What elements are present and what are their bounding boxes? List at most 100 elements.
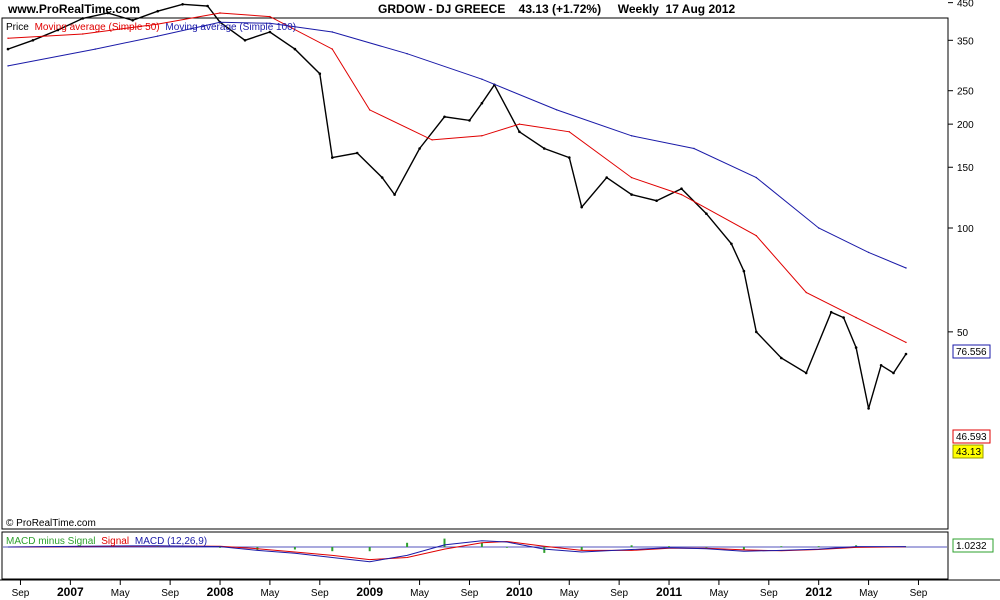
y-tick-label: 150 xyxy=(957,163,974,174)
data-point-price xyxy=(842,316,845,319)
data-point-ma50 xyxy=(630,176,633,179)
data-point-price xyxy=(854,346,858,349)
legend-ma50: Moving average (Simple 50) xyxy=(35,22,160,33)
data-point-price xyxy=(6,47,10,51)
x-tick-label: Sep xyxy=(12,588,30,599)
macd-value: 1.0232 xyxy=(956,541,987,552)
data-point-ma50 xyxy=(905,341,907,344)
data-point-ma100 xyxy=(269,22,271,24)
data-point-ma50 xyxy=(269,15,271,18)
x-tick-label: 2008 xyxy=(207,585,234,599)
data-point-price xyxy=(56,28,60,32)
watermark: © ProRealTime.com xyxy=(6,518,96,529)
data-point-price xyxy=(243,39,247,42)
macd-legend: MACD minus Signal Signal MACD (12,26,9) xyxy=(6,536,207,547)
series-layer xyxy=(6,3,908,410)
data-point-price xyxy=(418,147,421,150)
data-point-price xyxy=(568,156,571,159)
data-point-ma50 xyxy=(431,139,433,141)
data-point-price xyxy=(443,115,446,119)
x-tick-label: Sep xyxy=(461,588,479,599)
time-axis: Sep 2007 May Sep 2008 May Sep 2009 May Sep 2010 May… xyxy=(12,580,928,599)
macd-panel[interactable] xyxy=(1,531,949,580)
data-point-ma100 xyxy=(94,48,97,50)
x-tick-label: May xyxy=(859,588,878,599)
data-point-price xyxy=(156,9,159,13)
data-point-price xyxy=(742,269,746,273)
x-tick-label: 2011 xyxy=(656,585,682,599)
data-point-ma50 xyxy=(568,131,570,133)
data-point-price xyxy=(829,310,833,314)
x-tick-label: Sep xyxy=(311,588,329,599)
data-point-price xyxy=(630,193,633,196)
data-point-ma50 xyxy=(82,33,84,35)
data-point-ma50 xyxy=(855,316,857,319)
x-tick-label: Sep xyxy=(610,588,628,599)
data-point-price xyxy=(131,19,134,22)
y-tick-label: 100 xyxy=(957,224,974,235)
data-point-price xyxy=(31,39,35,42)
data-point-ma50 xyxy=(518,123,521,125)
price-axis: 450 350 250 200 150 100 50 xyxy=(948,0,974,339)
macd-legend-hist: MACD minus Signal xyxy=(6,536,95,547)
chart-header: www.ProRealTime.com GRDOW - DJ GREECE 43… xyxy=(0,0,1000,18)
x-tick-label: 2009 xyxy=(356,585,383,599)
data-point-price xyxy=(518,130,521,134)
ma100-value: 76.556 xyxy=(956,347,987,358)
macd-line xyxy=(7,540,906,563)
ma50-value-tag: 46.593 xyxy=(952,429,991,444)
data-point-price xyxy=(680,187,683,190)
data-point-price xyxy=(81,17,85,20)
instrument-title: GRDOW - DJ GREECE 43.13 (+1.72%) Weekly … xyxy=(378,2,736,16)
macd-layer xyxy=(3,538,947,563)
data-point-ma100 xyxy=(693,147,695,150)
y-tick-label: 450 xyxy=(957,0,974,10)
ma50-value: 46.593 xyxy=(956,432,987,443)
data-point-price xyxy=(867,407,870,410)
data-point-price xyxy=(480,101,484,105)
data-point-ma100 xyxy=(157,35,159,37)
x-tick-label: May xyxy=(709,588,728,599)
x-tick-label: May xyxy=(410,588,429,599)
data-point-ma100 xyxy=(219,21,221,23)
x-tick-label: May xyxy=(260,588,279,599)
data-point-ma100 xyxy=(406,53,408,55)
data-point-ma50 xyxy=(7,37,9,39)
data-point-ma100 xyxy=(630,135,633,137)
data-point-ma100 xyxy=(818,227,820,229)
data-point-price xyxy=(393,193,396,196)
data-point-ma100 xyxy=(481,78,483,80)
x-tick-label: Sep xyxy=(910,588,928,599)
price-panel[interactable] xyxy=(1,17,949,530)
data-point-ma100 xyxy=(755,176,757,179)
data-point-ma50 xyxy=(755,235,757,237)
data-point-ma100 xyxy=(7,65,9,67)
x-tick-label: Sep xyxy=(161,588,179,599)
data-point-ma100 xyxy=(867,251,870,254)
data-point-price xyxy=(892,371,895,375)
data-point-ma50 xyxy=(481,135,483,137)
data-point-price xyxy=(804,371,808,375)
data-point-price xyxy=(755,330,758,334)
data-point-price xyxy=(181,3,184,6)
price-value-tag: 43.13 xyxy=(952,444,984,459)
y-tick-label: 250 xyxy=(957,87,974,98)
y-tick-label: 200 xyxy=(957,120,974,131)
legend-price: Price xyxy=(6,22,29,33)
data-point-ma100 xyxy=(331,31,333,33)
data-point-price xyxy=(293,47,297,51)
data-point-price xyxy=(580,205,583,209)
data-point-price xyxy=(106,11,110,15)
data-point-price xyxy=(331,156,334,159)
data-point-ma50 xyxy=(331,48,333,50)
data-point-price xyxy=(206,4,209,8)
macd-legend-macd: MACD (12,26,9) xyxy=(135,536,207,547)
data-point-ma50 xyxy=(805,291,807,294)
data-point-price xyxy=(468,119,471,122)
data-point-ma50 xyxy=(219,12,221,14)
x-tick-label: Sep xyxy=(760,588,778,599)
data-point-price xyxy=(730,242,733,246)
x-tick-label: 2010 xyxy=(506,585,533,599)
data-point-price xyxy=(780,356,783,360)
